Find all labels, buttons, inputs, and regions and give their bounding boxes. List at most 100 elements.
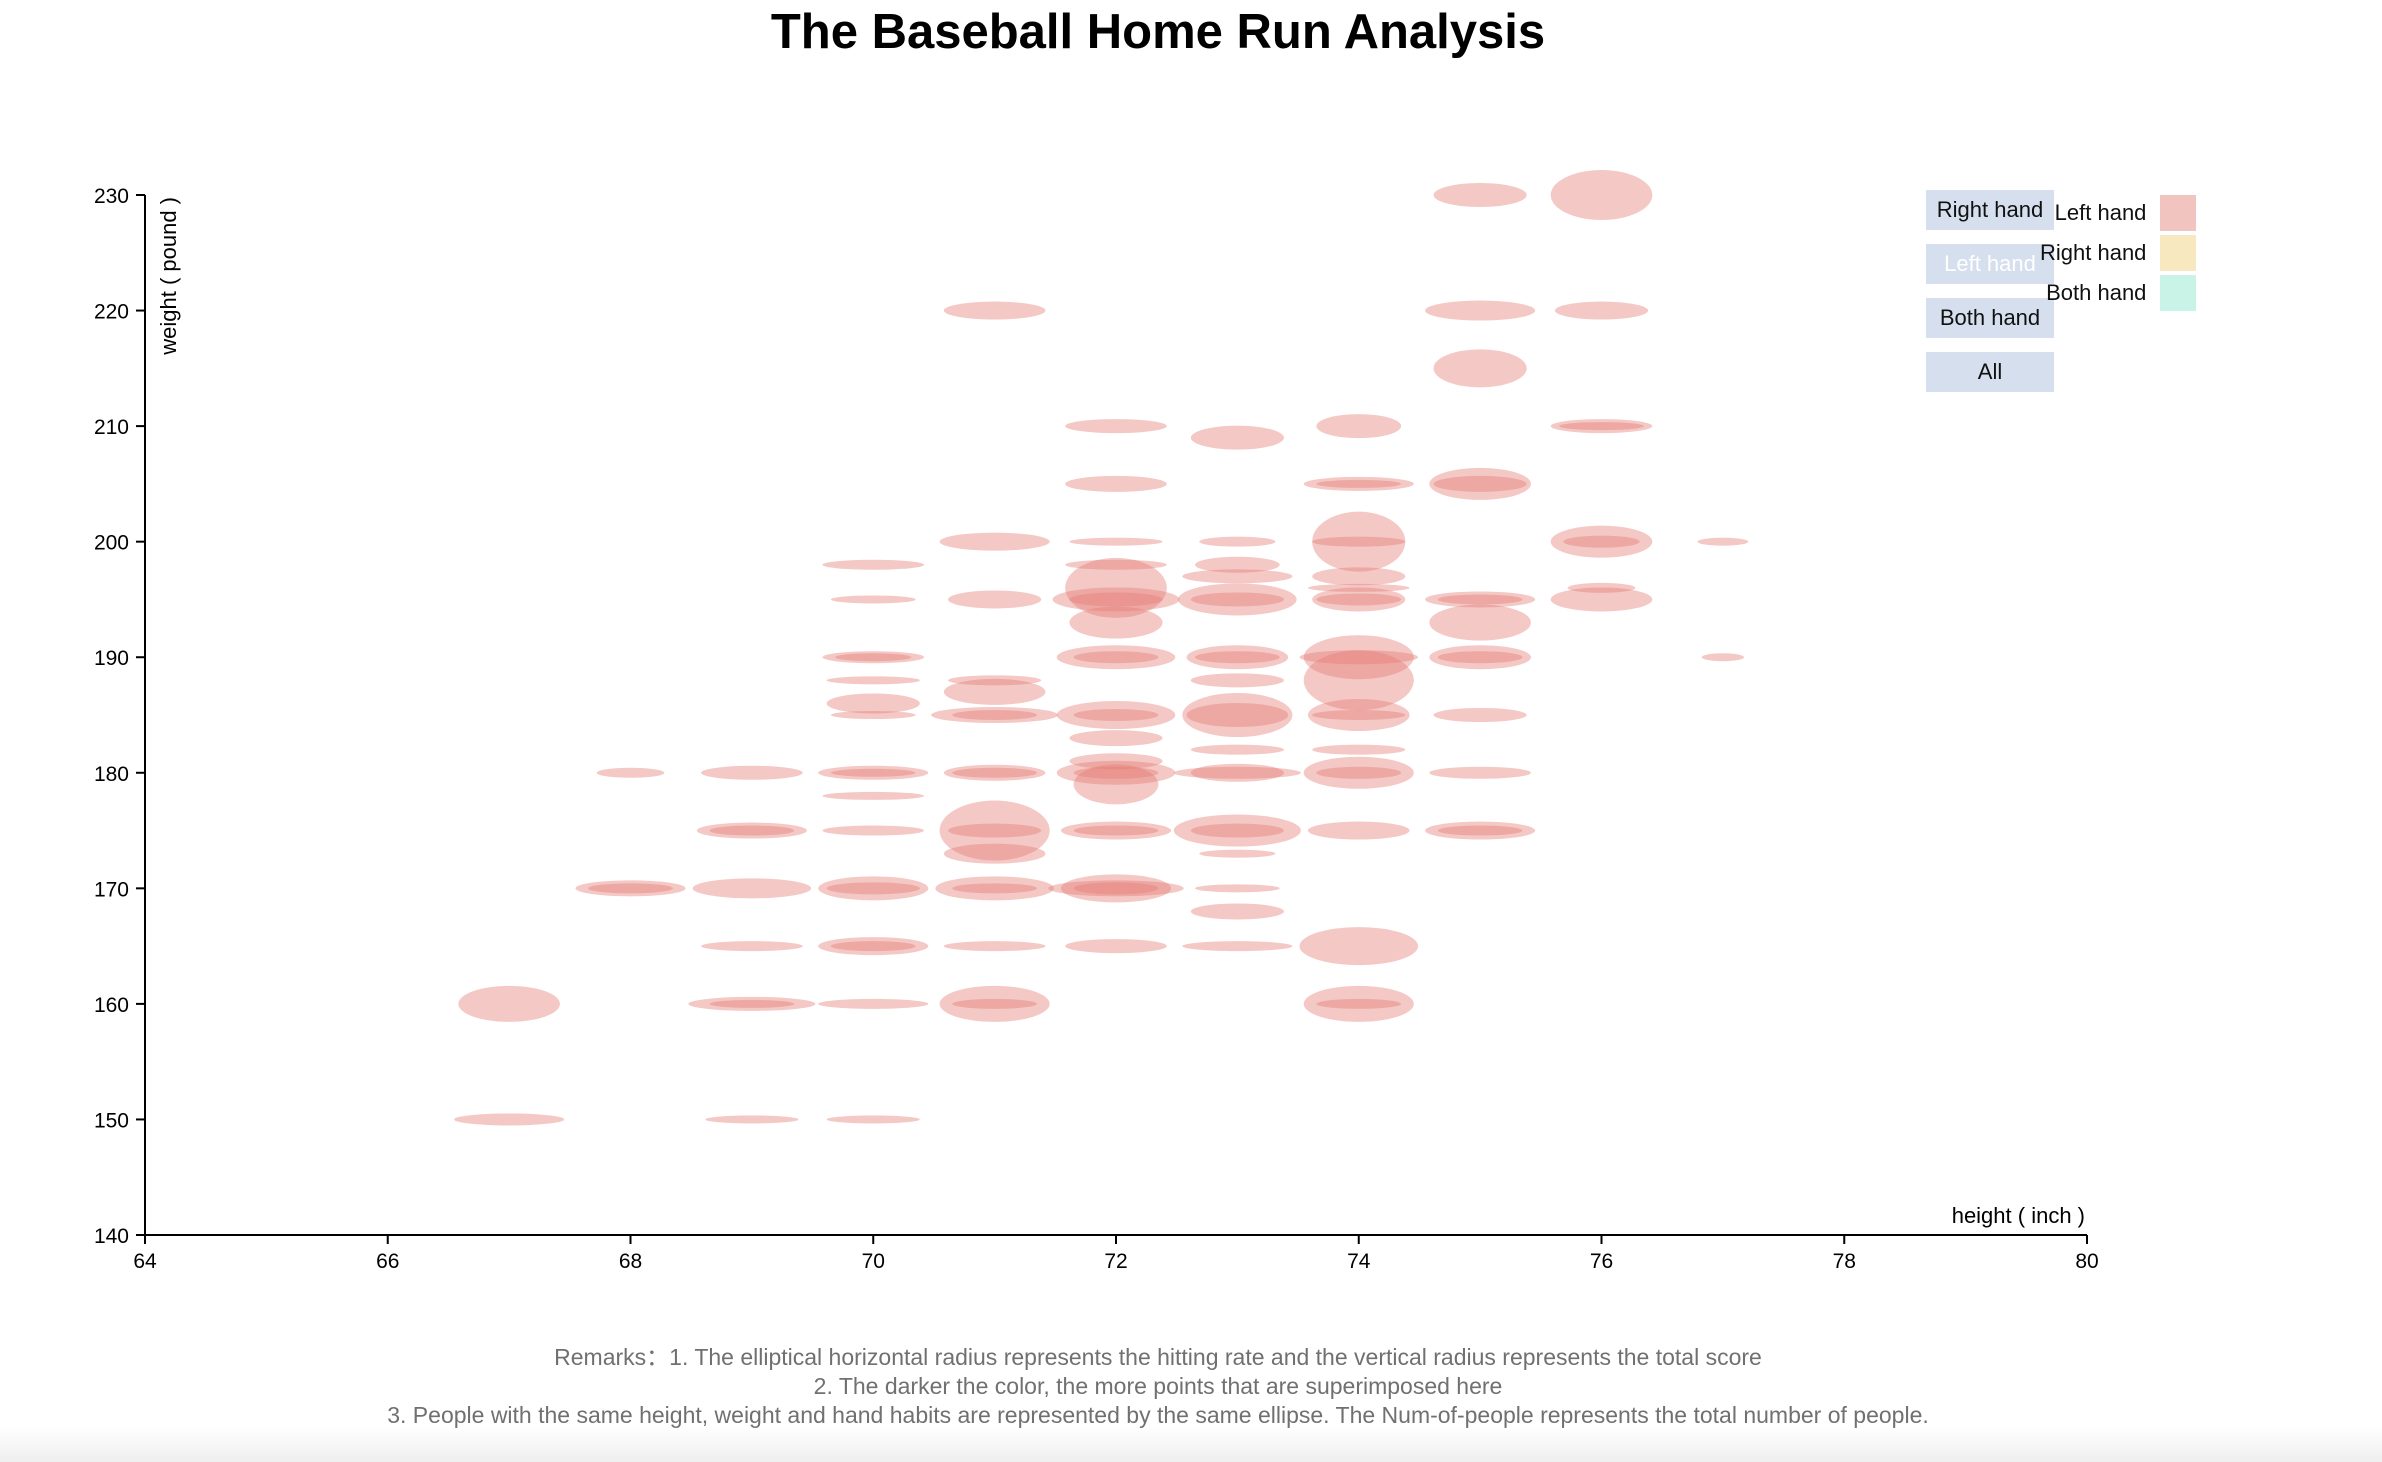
data-ellipse[interactable]: [1173, 766, 1301, 779]
data-ellipse[interactable]: [1065, 475, 1167, 492]
data-ellipse[interactable]: [705, 1115, 799, 1124]
data-ellipse[interactable]: [943, 843, 1046, 864]
filter-all-button[interactable]: All: [1926, 352, 2054, 392]
data-ellipse[interactable]: [935, 876, 1054, 901]
data-ellipse[interactable]: [1190, 673, 1284, 688]
data-ellipse[interactable]: [1069, 537, 1163, 546]
data-ellipse[interactable]: [1073, 651, 1159, 664]
data-ellipse[interactable]: [1173, 814, 1301, 847]
data-ellipse[interactable]: [952, 998, 1037, 1009]
data-ellipse[interactable]: [952, 767, 1037, 778]
data-ellipse[interactable]: [696, 822, 807, 839]
data-ellipse[interactable]: [952, 883, 1037, 894]
data-ellipse[interactable]: [1433, 708, 1527, 722]
data-ellipse[interactable]: [1307, 699, 1410, 731]
data-ellipse[interactable]: [688, 996, 816, 1011]
data-ellipse[interactable]: [943, 678, 1046, 705]
data-ellipse[interactable]: [1073, 709, 1159, 721]
data-ellipse[interactable]: [1065, 939, 1167, 954]
data-ellipse[interactable]: [1190, 744, 1284, 755]
data-ellipse[interactable]: [1316, 479, 1402, 488]
data-ellipse[interactable]: [1178, 583, 1297, 616]
data-ellipse[interactable]: [1312, 744, 1406, 755]
data-ellipse[interactable]: [1437, 594, 1523, 605]
data-ellipse[interactable]: [1073, 764, 1159, 805]
data-ellipse[interactable]: [458, 985, 560, 1022]
data-ellipse[interactable]: [939, 800, 1050, 861]
data-ellipse[interactable]: [1554, 301, 1649, 320]
data-ellipse[interactable]: [1190, 592, 1284, 607]
data-ellipse[interactable]: [1312, 567, 1406, 586]
data-ellipse[interactable]: [1065, 419, 1167, 434]
data-ellipse[interactable]: [948, 590, 1042, 609]
data-ellipse[interactable]: [830, 595, 916, 604]
data-ellipse[interactable]: [1437, 825, 1523, 836]
data-ellipse[interactable]: [830, 941, 916, 952]
data-ellipse[interactable]: [1425, 591, 1536, 608]
data-ellipse[interactable]: [1307, 583, 1410, 592]
data-ellipse[interactable]: [1303, 756, 1414, 789]
data-ellipse[interactable]: [692, 878, 812, 899]
data-ellipse[interactable]: [948, 675, 1042, 686]
data-ellipse[interactable]: [822, 559, 925, 570]
data-ellipse[interactable]: [596, 767, 665, 778]
data-ellipse[interactable]: [830, 711, 916, 719]
data-ellipse[interactable]: [1069, 606, 1163, 639]
data-ellipse[interactable]: [1316, 593, 1402, 606]
data-ellipse[interactable]: [952, 710, 1037, 720]
data-ellipse[interactable]: [931, 707, 1059, 723]
data-ellipse[interactable]: [826, 882, 920, 895]
data-ellipse[interactable]: [1550, 587, 1653, 612]
data-ellipse[interactable]: [1433, 475, 1527, 492]
data-ellipse[interactable]: [1060, 821, 1172, 840]
data-ellipse[interactable]: [822, 791, 925, 800]
data-ellipse[interactable]: [1550, 419, 1653, 434]
data-ellipse[interactable]: [822, 651, 925, 664]
data-ellipse[interactable]: [1069, 730, 1163, 747]
data-ellipse[interactable]: [709, 999, 795, 1008]
data-ellipse[interactable]: [835, 653, 912, 662]
data-ellipse[interactable]: [709, 825, 795, 836]
data-ellipse[interactable]: [1190, 763, 1284, 782]
data-ellipse[interactable]: [1073, 882, 1159, 895]
data-ellipse[interactable]: [1073, 825, 1159, 836]
data-ellipse[interactable]: [588, 883, 673, 894]
data-ellipse[interactable]: [1186, 703, 1289, 727]
data-ellipse[interactable]: [1429, 604, 1531, 641]
data-ellipse[interactable]: [1195, 884, 1280, 893]
data-ellipse[interactable]: [1190, 425, 1284, 450]
data-ellipse[interactable]: [1312, 710, 1406, 720]
data-ellipse[interactable]: [1425, 821, 1536, 840]
data-ellipse[interactable]: [1299, 927, 1419, 966]
data-ellipse[interactable]: [1069, 592, 1163, 607]
data-ellipse[interactable]: [943, 764, 1046, 781]
data-ellipse[interactable]: [1550, 170, 1653, 220]
data-ellipse[interactable]: [1190, 823, 1284, 838]
data-ellipse[interactable]: [1303, 650, 1414, 711]
data-ellipse[interactable]: [1182, 693, 1293, 737]
data-ellipse[interactable]: [1563, 535, 1640, 548]
data-ellipse[interactable]: [1312, 536, 1406, 547]
data-ellipse[interactable]: [1433, 349, 1527, 388]
data-ellipse[interactable]: [826, 693, 920, 714]
data-ellipse[interactable]: [1316, 414, 1402, 439]
data-ellipse[interactable]: [818, 876, 929, 901]
data-ellipse[interactable]: [701, 941, 803, 952]
data-ellipse[interactable]: [943, 301, 1046, 320]
data-ellipse[interactable]: [1303, 476, 1414, 491]
filter-right-hand-button[interactable]: Right hand: [1926, 190, 2054, 230]
data-ellipse[interactable]: [1182, 941, 1293, 952]
data-ellipse[interactable]: [1312, 587, 1406, 612]
data-ellipse[interactable]: [1425, 300, 1536, 321]
data-ellipse[interactable]: [1697, 537, 1749, 546]
data-ellipse[interactable]: [1195, 556, 1280, 573]
data-ellipse[interactable]: [1073, 766, 1159, 779]
data-ellipse[interactable]: [1567, 582, 1636, 593]
data-ellipse[interactable]: [818, 998, 929, 1009]
filter-left-hand-button[interactable]: Left hand: [1926, 244, 2054, 284]
data-ellipse[interactable]: [1429, 467, 1531, 500]
data-ellipse[interactable]: [822, 825, 925, 836]
data-ellipse[interactable]: [1303, 985, 1414, 1022]
data-ellipse[interactable]: [1199, 536, 1276, 547]
data-ellipse[interactable]: [943, 941, 1046, 952]
